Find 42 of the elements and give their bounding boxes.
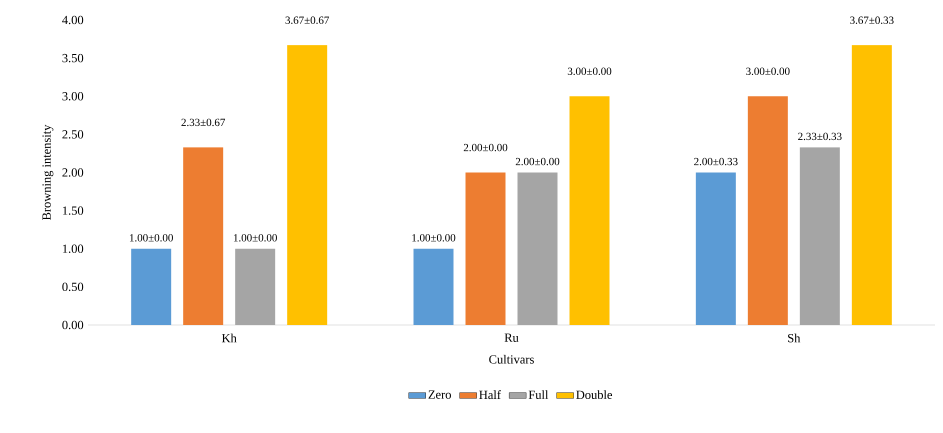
legend-label: Zero: [428, 390, 451, 399]
bar: [570, 96, 610, 325]
legend-label: Half: [479, 390, 501, 400]
bar: [287, 45, 328, 325]
y-tick-label: 3.50: [62, 54, 84, 62]
data-label: 3.00±0.00: [746, 68, 790, 76]
bar: [800, 147, 840, 325]
data-label: 1.00±0.00: [234, 234, 277, 242]
x-tick-label: Sh: [788, 334, 800, 342]
x-tick-label: Ru: [504, 334, 519, 342]
bar: [748, 96, 788, 325]
bar: [183, 147, 224, 325]
y-tick-label: 4.00: [62, 16, 84, 24]
bar: [131, 248, 172, 325]
data-label: 2.33±0.67: [181, 118, 226, 126]
data-label: 2.00±0.33: [694, 158, 738, 166]
bar: [466, 172, 506, 325]
legend-label: Full: [528, 390, 548, 400]
data-label: 2.33±0.33: [798, 132, 842, 140]
data-label: 1.00±0.00: [412, 234, 456, 242]
bar: [518, 172, 558, 325]
data-label: 1.00±0.00: [130, 234, 173, 242]
y-tick-label: 1.00: [62, 244, 84, 253]
bar: [852, 45, 892, 325]
legend-label: Double: [576, 390, 612, 400]
bar: [414, 248, 454, 325]
y-axis-title: Browning intensity: [42, 124, 54, 220]
y-tick-label: 3.00: [62, 92, 84, 100]
y-tick-label: 2.50: [62, 130, 84, 139]
data-label: 2.00±0.00: [464, 144, 508, 152]
y-tick-label: 2.00: [62, 168, 84, 177]
bar: [696, 172, 736, 325]
data-label: 3.00±0.00: [568, 68, 612, 76]
x-tick-label: Kh: [222, 334, 237, 342]
data-label: 3.67±0.33: [850, 16, 894, 24]
y-tick-label: 1.50: [62, 206, 84, 215]
bar: [235, 248, 276, 325]
x-axis-title: Cultivars: [489, 354, 534, 364]
y-tick-label: 0.50: [62, 282, 84, 292]
data-label: 2.00±0.00: [516, 158, 560, 166]
data-label: 3.67±0.67: [286, 16, 330, 24]
y-tick-label: 0.00: [62, 320, 84, 330]
